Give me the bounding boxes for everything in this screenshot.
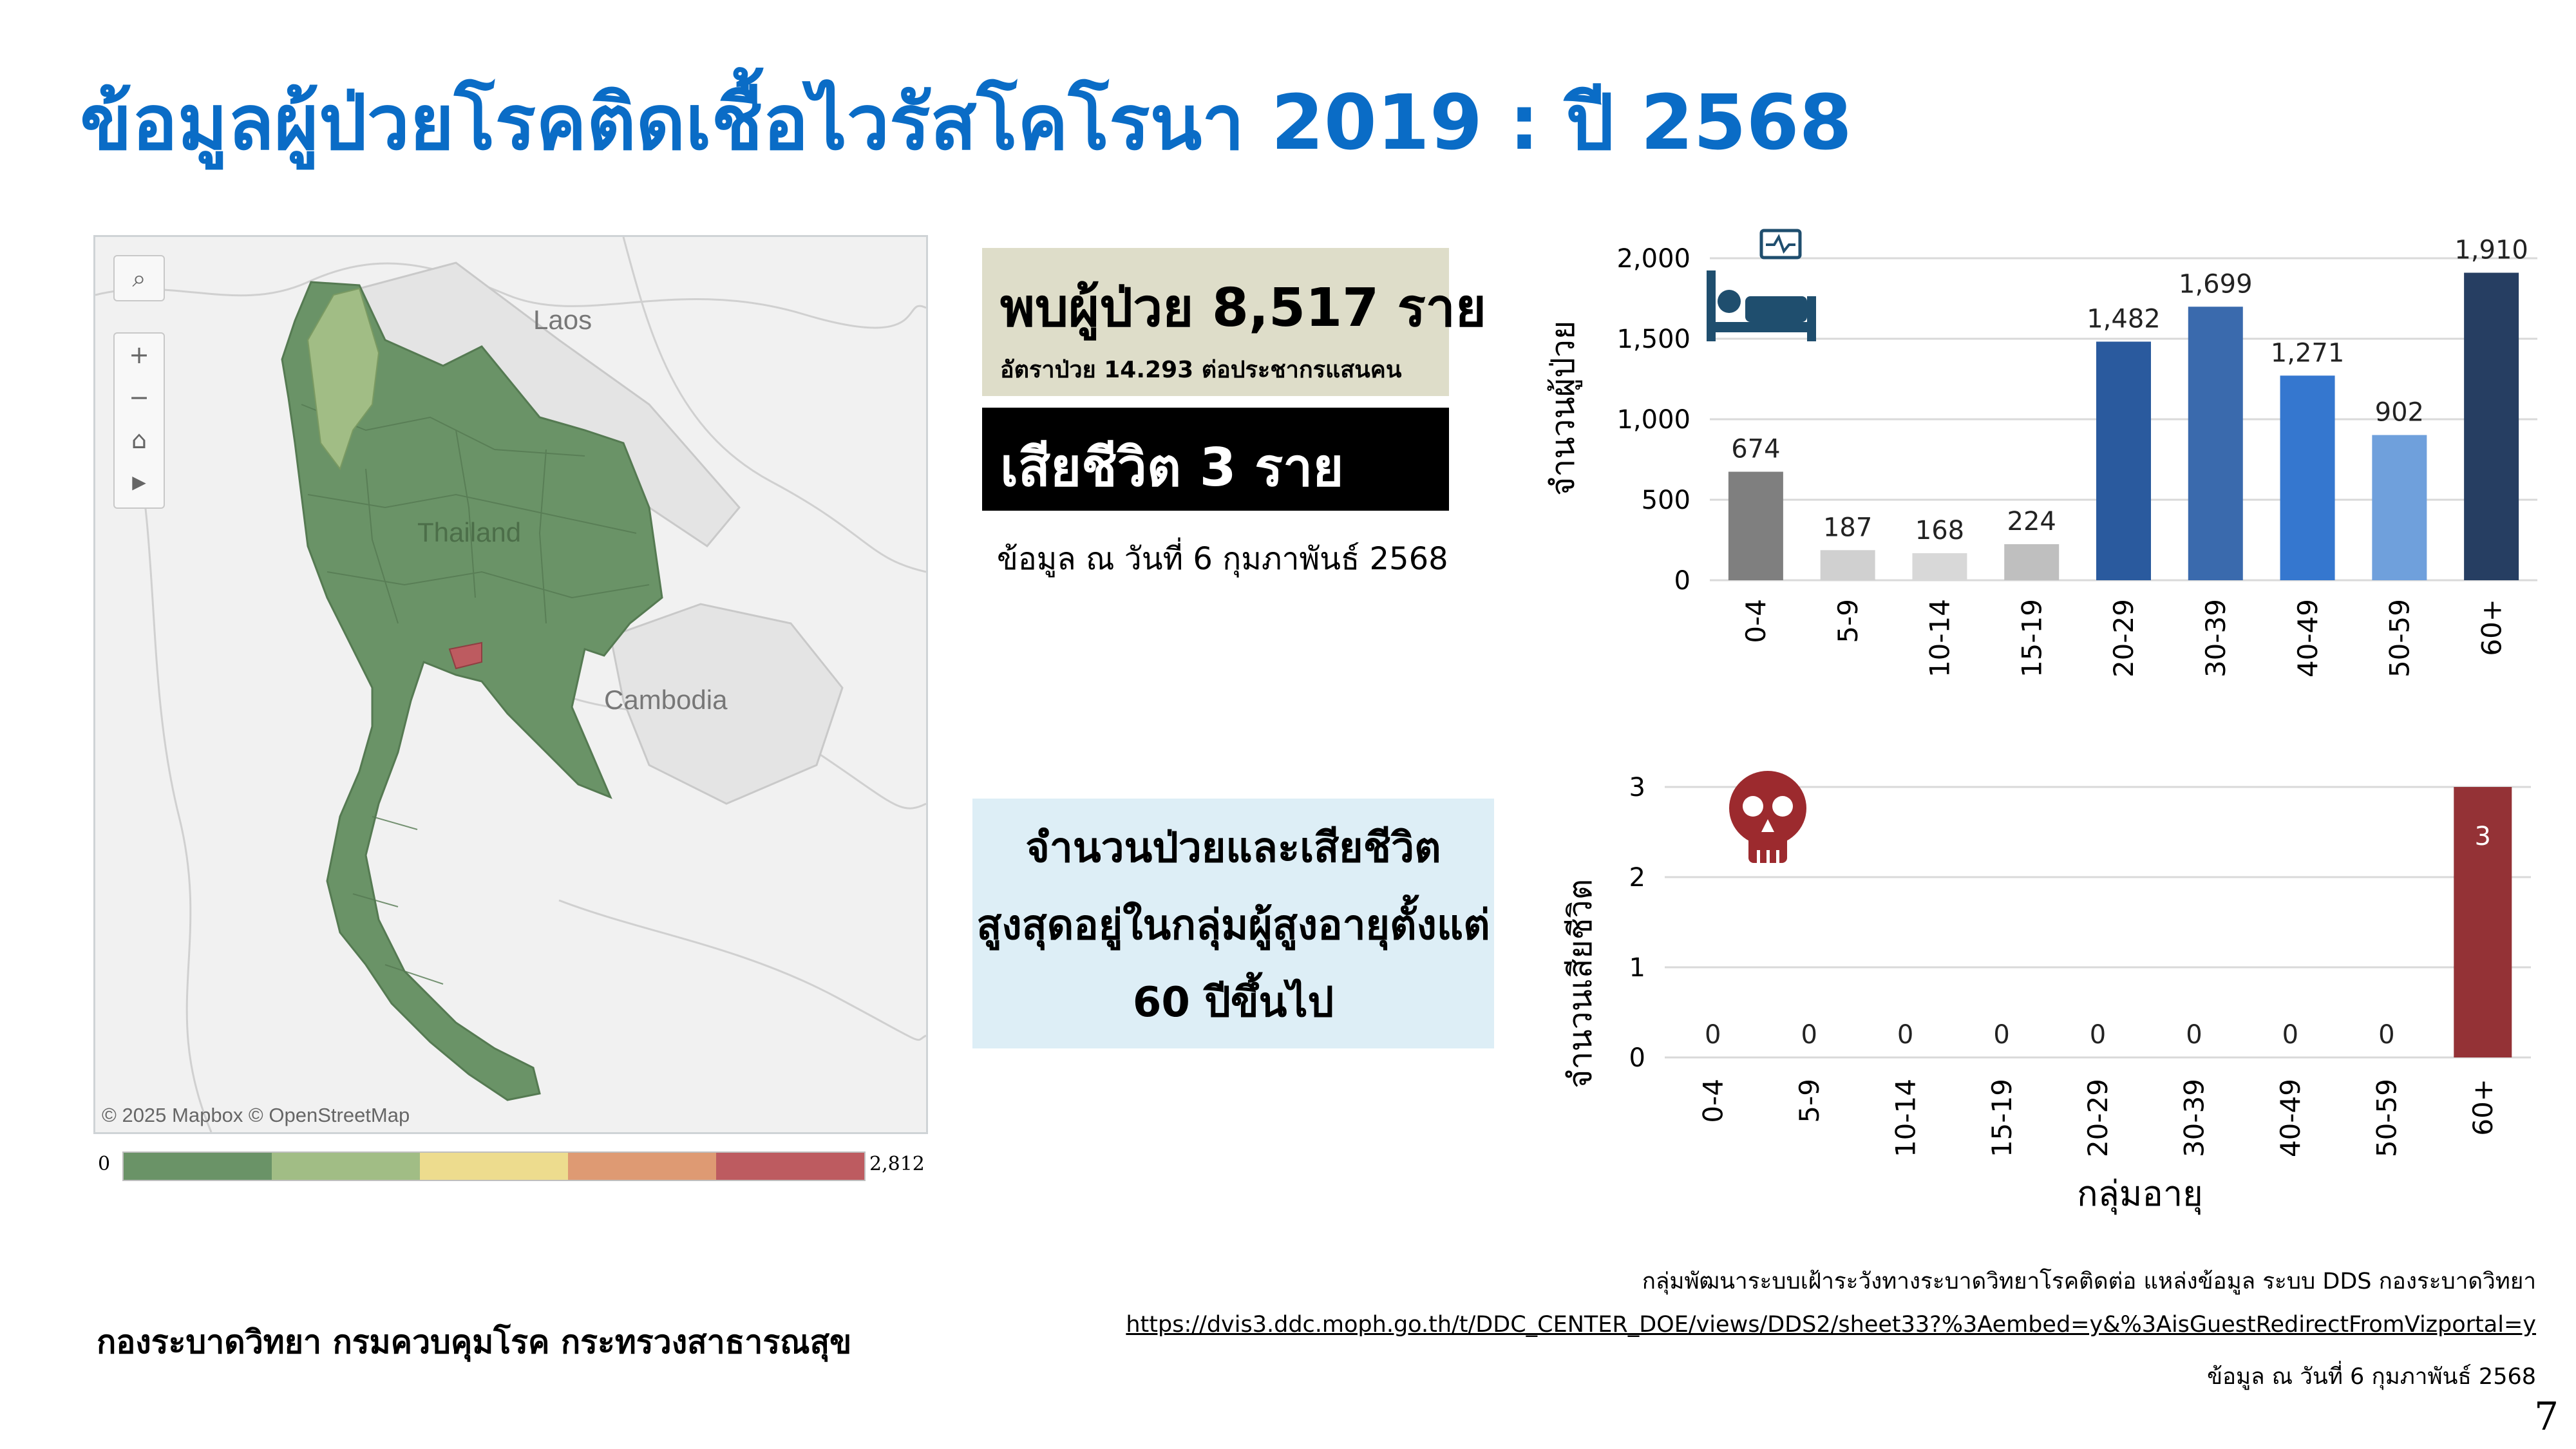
note-line-3: 60 ปีขึ้นไป: [1132, 979, 1334, 1027]
y-tick-label: 0: [1629, 1043, 1645, 1073]
x-tick-label: 30-39: [2179, 1079, 2210, 1157]
cases-by-age-chart: 0 500 1,000 1,500 2,000 674 0-4 187 5-9 168 10-14 2…: [1616, 229, 2537, 677]
data-label: 0: [1801, 1020, 1817, 1050]
map-attribution: © 2025 Mapbox © OpenStreetMap: [102, 1104, 410, 1126]
y-tick-label: 500: [1642, 486, 1690, 515]
data-as-of: ข้อมูล ณ วันที่ 6 กุมภาพันธ์ 2568: [997, 541, 1448, 577]
legend-swatch-3: [420, 1153, 568, 1180]
slide-title: ข้อมูลผู้ป่วยโรคติดเชื้อไวรัสโคโรนา 2019…: [80, 78, 1852, 167]
data-label: 674: [1731, 435, 1780, 464]
bar-15-19: [2004, 544, 2060, 580]
data-label: 0: [1897, 1020, 1913, 1050]
x-tick-label: 15-19: [1986, 1079, 2018, 1157]
bar-20-29: [2096, 341, 2151, 580]
data-label: 0: [2378, 1020, 2394, 1050]
hospital-bed-icon: [1707, 229, 1816, 341]
data-label: 902: [2375, 398, 2424, 428]
deaths-by-age-chart: 0 1 2 3 0 0-4 0 5-9 0 10-14 0 15-19 0 20-29 0 30-39 0 40-…: [1629, 771, 2531, 1157]
x-tick-label: 40-49: [2292, 599, 2324, 677]
data-label: 1,699: [2179, 269, 2253, 299]
data-label: 0: [2282, 1020, 2298, 1050]
x-tick-label: 5-9: [1794, 1079, 1825, 1123]
thailand-shape: [281, 281, 663, 1101]
data-label: 1,271: [2271, 338, 2345, 368]
y-tick-label: 1,500: [1616, 325, 1690, 354]
data-label: 0: [1993, 1020, 2009, 1050]
map-panel[interactable]: ⌕ + − ⌂ ▶ Laos Thailand Cambodia © 2025 …: [93, 235, 928, 1134]
data-label: 224: [2007, 507, 2056, 536]
x-tick-label: 0-4: [1740, 599, 1772, 643]
data-label: 168: [1915, 516, 1964, 545]
x-tick-label: 50-59: [2384, 599, 2416, 677]
y-tick-label: 3: [1629, 773, 1645, 802]
map-label-laos: Laos: [533, 305, 592, 335]
note-line-2: สูงสุดอยู่ในกลุ่มผู้สูงอายุตั้งแต่: [976, 902, 1490, 949]
y-tick-label: 2: [1629, 863, 1645, 893]
cases-y-axis-title: จำนวนผู้ป่วย: [1544, 320, 1582, 496]
x-tick-label: 20-29: [2108, 599, 2139, 677]
color-legend: [122, 1151, 866, 1181]
legend-max-label: 2,812: [869, 1153, 925, 1175]
x-tick-label: 10-14: [1889, 1079, 1921, 1157]
thailand-map: [95, 237, 926, 1132]
skull-icon: [1729, 771, 1806, 863]
legend-swatch-2: [272, 1153, 420, 1180]
deaths-x-axis-title: กลุ่มอายุ: [2077, 1173, 2203, 1214]
map-label-thailand: Thailand: [417, 517, 522, 547]
legend-swatch-5: [716, 1153, 864, 1180]
bar-60+: [2464, 272, 2519, 580]
highlight-note: จำนวนป่วยและเสียชีวิต สูงสุดอยู่ในกลุ่มผ…: [972, 799, 1494, 1048]
x-tick-label: 40-49: [2275, 1079, 2306, 1157]
deaths-y-axis-title: จำนวนเสียชีวิต: [1562, 878, 1599, 1088]
y-tick-label: 1: [1629, 953, 1645, 983]
data-label: 0: [2090, 1020, 2106, 1050]
legend-min-label: 0: [98, 1153, 111, 1175]
source-link[interactable]: https://dvis3.ddc.moph.go.th/t/DDC_CENTE…: [1126, 1312, 2536, 1338]
data-label: 0: [1705, 1020, 1721, 1050]
play-icon[interactable]: ▶: [132, 471, 146, 493]
bar-5-9: [1820, 550, 1875, 580]
bar-60+: [2454, 787, 2512, 1057]
y-tick-label: 1,000: [1616, 405, 1690, 435]
x-tick-label: 20-29: [2082, 1079, 2114, 1157]
x-tick-label: 15-19: [2016, 599, 2047, 677]
bar-50-59: [2372, 435, 2427, 580]
footer-as-of: ข้อมูล ณ วันที่ 6 กุมภาพันธ์ 2568: [2207, 1364, 2536, 1390]
source-text: กลุ่มพัฒนาระบบเฝ้าระวังทางระบาดวิทยาโรคต…: [1642, 1269, 2536, 1294]
map-zoom-controls: + − ⌂ ▶: [113, 332, 165, 509]
cases-summary-box: พบผู้ป่วย 8,517 ราย อัตราป่วย 14.293 ต่อ…: [982, 248, 1486, 396]
zoom-out-button[interactable]: −: [129, 383, 149, 412]
x-tick-label: 30-39: [2200, 599, 2231, 677]
data-label: 3: [2475, 822, 2491, 851]
bar-40-49: [2280, 375, 2335, 580]
x-tick-label: 10-14: [1924, 599, 1956, 677]
x-tick-label: 5-9: [1832, 599, 1864, 643]
note-line-1: จำนวนป่วยและเสียชีวิต: [1025, 824, 1441, 872]
data-label: 0: [2186, 1020, 2202, 1050]
x-tick-label: 60+: [2467, 1079, 2499, 1136]
cases-total: พบผู้ป่วย 8,517 ราย: [1000, 278, 1486, 339]
x-tick-label: 60+: [2476, 599, 2507, 656]
home-icon[interactable]: ⌂: [131, 426, 147, 454]
organization-name: กองระบาดวิทยา กรมควบคุมโรค กระทรวงสาธารณ…: [97, 1323, 852, 1361]
y-tick-label: 2,000: [1616, 244, 1690, 274]
data-label: 1,482: [2087, 305, 2161, 334]
x-tick-label: 50-59: [2371, 1079, 2403, 1157]
data-label: 187: [1823, 513, 1872, 542]
legend-swatch-1: [124, 1153, 272, 1180]
incidence-rate: อัตราป่วย 14.293 ต่อประชากรแสนคน: [1000, 357, 1402, 383]
legend-swatch-4: [568, 1153, 716, 1180]
x-tick-label: 0-4: [1697, 1079, 1728, 1123]
deaths-total: เสียชีวิต 3 ราย: [1000, 437, 1344, 498]
bar-10-14: [1912, 553, 1967, 580]
deaths-summary-box: เสียชีวิต 3 ราย: [982, 408, 1449, 511]
map-search-icon[interactable]: ⌕: [113, 255, 165, 301]
zoom-in-button[interactable]: +: [129, 341, 149, 369]
map-label-cambodia: Cambodia: [604, 685, 728, 715]
page-number: 7: [2534, 1394, 2559, 1439]
bar-30-39: [2188, 307, 2243, 580]
bar-0-4: [1728, 471, 1783, 580]
data-label: 1,910: [2454, 236, 2528, 265]
y-tick-label: 0: [1674, 566, 1690, 596]
